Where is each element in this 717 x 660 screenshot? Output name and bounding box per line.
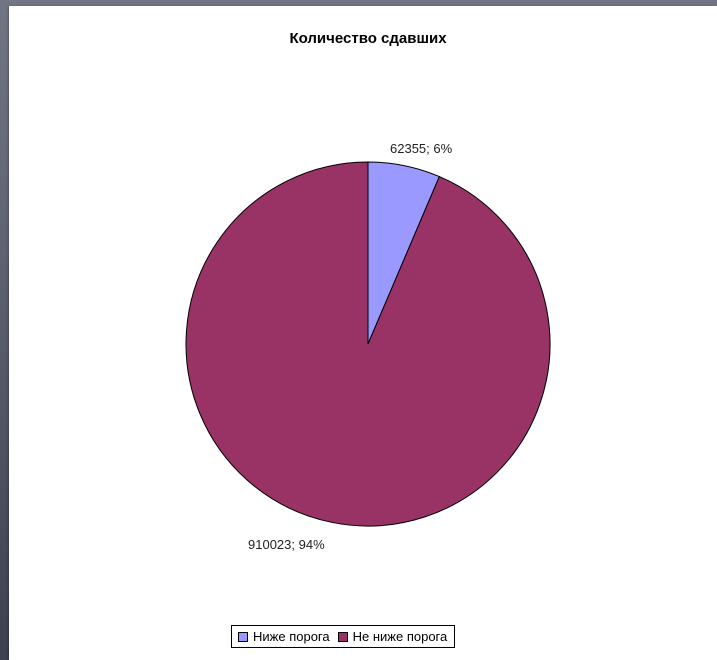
legend-label-below-threshold: Ниже порога bbox=[253, 629, 330, 644]
legend-swatch-not-below-threshold bbox=[337, 631, 348, 642]
pie-chart: 62355; 6% 910023; 94% bbox=[185, 141, 551, 552]
legend-swatch-below-threshold bbox=[238, 631, 248, 642]
legend-item-below-threshold: Ниже порога bbox=[238, 629, 330, 644]
data-label-below-threshold: 62355; 6% bbox=[390, 141, 453, 156]
legend-item-not-below-threshold: Не ниже порога bbox=[337, 629, 448, 644]
data-label-not-below-threshold: 910023; 94% bbox=[248, 537, 325, 552]
chart-panel: Количество сдавших 62355; 6% 910023; 94% … bbox=[9, 6, 717, 660]
chart-title: Количество сдавших bbox=[289, 30, 447, 47]
pie-slice-not-below-threshold bbox=[185, 161, 551, 527]
chart-legend: Ниже порога Не ниже порога bbox=[231, 625, 456, 648]
legend-label-not-below-threshold: Не ниже порога bbox=[352, 629, 448, 644]
